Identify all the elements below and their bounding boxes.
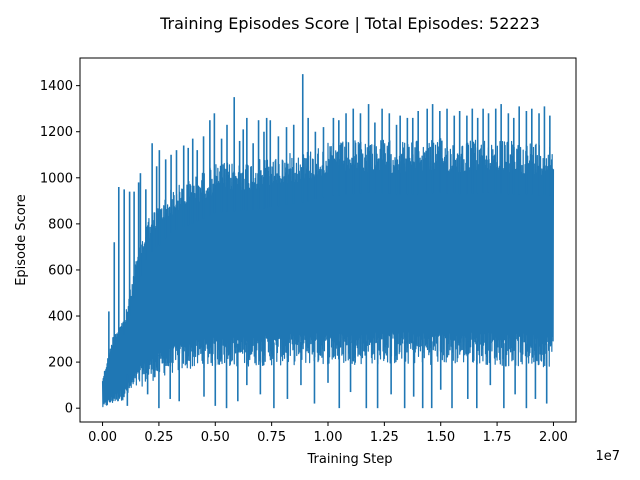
y-tick-label: 200	[48, 356, 73, 371]
x-tick-label: 2.00	[539, 430, 568, 445]
y-axis-label: Episode Score	[14, 194, 29, 286]
chart-title: Training Episodes Score | Total Episodes…	[159, 14, 540, 33]
y-tick-label: 1400	[40, 79, 73, 94]
y-tick-label: 0	[65, 402, 73, 417]
y-tick-label: 400	[48, 310, 73, 325]
x-axis-ticks: 0.00 0.25 0.50 0.75 1.00 1.25 1.50 1.75 2.00	[88, 422, 568, 445]
series-line	[101, 138, 555, 408]
y-tick-label: 800	[48, 217, 73, 232]
x-tick-label: 0.25	[144, 430, 173, 445]
y-tick-label: 600	[48, 263, 73, 278]
y-axis-ticks: 0 200 400 600 800 1000 1200 1400	[40, 79, 80, 417]
y-tick-label: 1000	[40, 171, 73, 186]
x-tick-label: 1.50	[426, 430, 455, 445]
data-layer	[101, 74, 555, 409]
y-tick-label: 1200	[40, 125, 73, 140]
x-tick-label: 0.75	[257, 430, 286, 445]
x-tick-label: 1.00	[314, 430, 343, 445]
x-tick-label: 1.25	[370, 430, 399, 445]
x-tick-label: 1.75	[483, 430, 512, 445]
x-axis-label: Training Step	[306, 452, 392, 467]
x-tick-label: 0.00	[88, 430, 117, 445]
x-axis-offset-text: 1e7	[595, 449, 620, 464]
x-tick-label: 0.50	[201, 430, 230, 445]
